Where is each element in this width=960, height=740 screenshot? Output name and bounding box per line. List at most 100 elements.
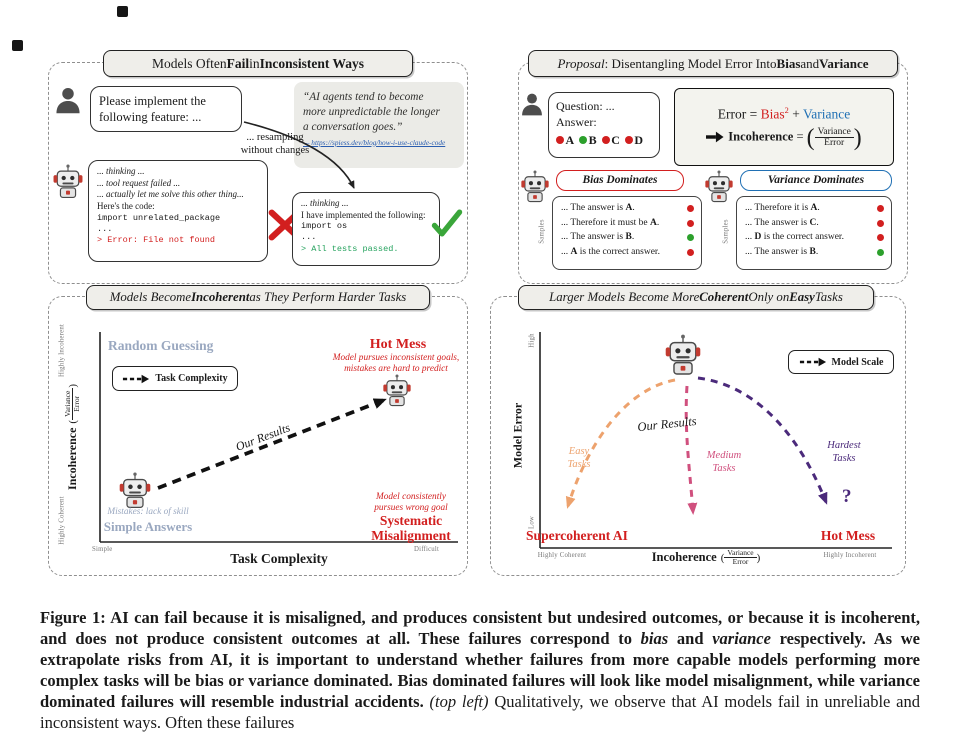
robot-icon <box>382 374 412 407</box>
text-line: ... thinking ... <box>97 166 145 176</box>
text-segment: and <box>668 629 713 648</box>
text-segment: Tasks <box>814 290 843 304</box>
answer-dot <box>624 136 633 145</box>
br-y-axis-label: Model Error <box>510 402 525 469</box>
text-segment: Proposal <box>557 55 605 71</box>
check-icon <box>430 208 464 238</box>
text-line: ... <box>97 223 113 234</box>
answer-dot <box>579 136 588 145</box>
text-segment: as They Perform Harder Tasks <box>249 290 407 304</box>
text-segment: : Disentangling Model Error Into <box>604 55 777 71</box>
variance-dominates-title: Variance Dominates <box>740 170 892 191</box>
text-line: Systematic <box>379 513 443 528</box>
answer-dot <box>687 249 694 257</box>
br-x-axis-label: Incoherence (Variance Error) <box>651 547 761 566</box>
hot-mess-label: Hot Mess <box>369 337 427 352</box>
text-line: import os <box>301 221 348 232</box>
text-segment: Fail <box>226 55 250 71</box>
random-guessing-label: Random Guessing <box>108 338 214 353</box>
question-mark: ? <box>842 486 852 507</box>
text-segment: Variance <box>802 106 851 122</box>
figure-caption: Figure 1: AI can fail because it is misa… <box>40 607 920 740</box>
bl-legend: Task Complexity <box>112 366 238 391</box>
answer-dot <box>877 204 884 212</box>
robot-icon <box>52 164 84 199</box>
sample-line: ... The answer is B. <box>561 230 694 245</box>
answer-dot <box>687 234 694 242</box>
robot-icon <box>664 334 702 376</box>
hardest-tasks-label: Hardest Tasks <box>802 440 886 465</box>
bias-samples-label: Samples <box>538 219 546 244</box>
br-legend-label: Model Scale <box>831 356 884 368</box>
quote-source-link[interactable]: — https://spiess.dev/blog/how-i-use-clau… <box>303 137 446 147</box>
text-line: ... thinking ... <box>301 198 349 208</box>
bl-y-axis-label: Incoherence (Variance Error) <box>62 384 81 491</box>
error-formula: Error = Bias2 + Variance <box>718 106 850 123</box>
text-segment: AI can fail because it is misaligned, an… <box>40 608 920 648</box>
panel-br-title: Larger Models Become More Coherent Only … <box>518 285 874 310</box>
question-label: Question: ... <box>556 99 615 113</box>
simple-answers-label: Simple Answers <box>103 519 193 534</box>
text-line: Medium <box>706 450 742 461</box>
bl-y-bottom-label: Highly Coherent <box>58 496 66 545</box>
passed-response-box: ... thinking ... I have implemented the f… <box>292 192 440 266</box>
answer-option: C <box>601 132 620 148</box>
bl-x-axis-label: Task Complexity <box>230 551 328 566</box>
panel-bl-title: Models Become Incoherent as They Perform… <box>86 285 430 310</box>
text-segment: Error = <box>717 106 761 122</box>
robot-icon <box>118 472 152 509</box>
answer-dot <box>601 136 610 145</box>
text-segment: Incoherent <box>191 290 250 304</box>
incoherence-formula: Incoherence = (Variance Error) <box>706 125 862 149</box>
text-line: Please implement the <box>99 94 206 108</box>
easy-tasks-label: Easy Tasks <box>540 446 618 471</box>
answer-label: Answer: <box>556 115 597 130</box>
text-segment: bias <box>640 629 669 648</box>
text-segment: Models Often <box>151 55 227 71</box>
text-segment: Bias <box>776 55 801 71</box>
text-line: following feature: ... <box>99 110 202 125</box>
text-line: I have implemented the following: <box>301 209 426 220</box>
text-segment: Qualitatively, we observe that AI models… <box>40 692 920 732</box>
text-segment: Models Become <box>109 290 192 304</box>
answer-option: B <box>579 132 597 148</box>
dashed-arrow-icon <box>123 374 150 383</box>
robot-icon <box>520 170 550 203</box>
br-x-left-label: Highly Coherent <box>537 552 587 559</box>
text-line: Model consistently <box>376 492 446 502</box>
text-line: Here's the code: <box>97 201 155 212</box>
text-line: without changes <box>240 145 310 157</box>
text-line: > All tests passed. <box>301 243 399 254</box>
text-line: ... resampling <box>246 132 304 143</box>
text-segment: respectively. As we extrapolate risks fr… <box>40 629 920 711</box>
text-segment: + <box>788 106 803 122</box>
resample-arrow <box>243 121 355 189</box>
text-line: pursues wrong goal <box>374 503 448 514</box>
text-line: Tasks <box>832 452 856 464</box>
supercoherent-ai-label: Supercoherent AI <box>526 528 628 543</box>
answer-dot <box>687 204 694 212</box>
text-line: more unpredictable the longer <box>303 105 440 118</box>
bias-samples-box: ... The answer is A.... Therefore it mus… <box>552 196 702 270</box>
text-segment: Easy <box>789 290 815 304</box>
answer-option: A <box>556 132 574 148</box>
text-line: “AI agents tend to become <box>303 91 424 103</box>
sample-line: ... The answer is A. <box>561 201 694 216</box>
resample-note: ... resampling without changes <box>230 131 320 157</box>
text-segment: (top left) <box>429 692 489 711</box>
simple-answers-desc: Mistakes: lack of skill <box>107 507 189 517</box>
text-line: > Error: File not found <box>97 234 215 245</box>
text-line: mistakes are hard to predict <box>344 364 448 375</box>
text-line: ... tool request failed ... <box>97 177 181 188</box>
panel-incoherence-vs-complexity <box>48 296 468 576</box>
sample-line: ... A is the correct answer. <box>561 245 694 260</box>
text-line: Misalignment <box>371 527 451 543</box>
sample-line: ... The answer is B. <box>745 245 884 260</box>
text-segment: variance <box>712 629 771 648</box>
text-line: Model pursues inconsistent goals, <box>332 353 460 363</box>
text-segment: Variance <box>819 55 869 71</box>
formula-box: Error = Bias2 + Variance Incoherence = (… <box>674 88 894 166</box>
text-segment: Inconsistent Ways <box>259 55 365 71</box>
misalignment-label: Systematic Misalignment <box>346 513 476 544</box>
text-segment: and <box>800 55 820 71</box>
